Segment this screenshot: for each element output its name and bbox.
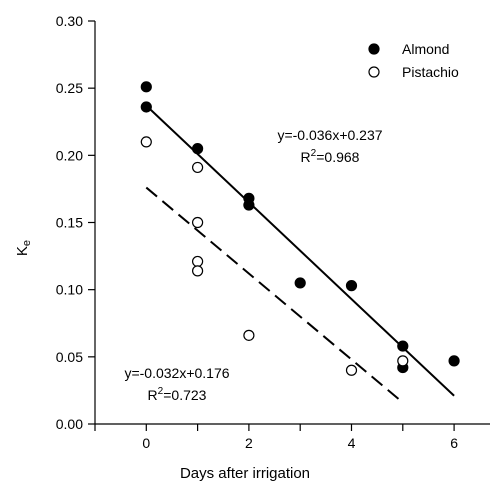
almond-point: [397, 340, 409, 352]
almond-point: [140, 81, 152, 93]
almond-point: [191, 143, 204, 155]
legend-marker-almond: [368, 43, 380, 55]
pistachio-fit-line: [145, 186, 404, 404]
y-tick-label: 0.00: [56, 416, 83, 432]
y-tick-label: 0.15: [56, 215, 83, 231]
y-axis-title-main: K: [14, 246, 31, 256]
pistachio-point: [140, 136, 152, 148]
pistachio-point: [191, 265, 204, 277]
ticks: 0.00 0.05 0.10 0.15 0.20 0.25 0.30 0 2 4 6: [56, 13, 458, 451]
y-tick-label: 0.25: [56, 80, 83, 96]
almond-point: [345, 280, 358, 292]
almond-r2-sup: 2: [311, 148, 317, 159]
pistachio-point: [191, 216, 204, 229]
pistachio-point: [191, 255, 204, 268]
pistachio-fit-r2: R2=0.723: [148, 386, 207, 403]
pistachio-r2-value: =0.723: [163, 387, 206, 403]
almond-point: [294, 277, 306, 289]
y-axis-title-sub: e: [21, 240, 33, 246]
y-tick-label: 0.30: [56, 13, 83, 29]
almond-fit-equation: y=-0.036x+0.237: [277, 127, 382, 143]
y-tick-label: 0.10: [56, 282, 83, 298]
almond-r2-value: =0.968: [316, 149, 359, 165]
almond-point: [243, 199, 255, 211]
pistachio-point: [345, 364, 358, 376]
legend-label-pistachio: Pistachio: [402, 64, 459, 80]
x-tick-label: 2: [245, 435, 253, 451]
almond-r2-prefix: R: [301, 149, 311, 165]
almond-point: [140, 101, 152, 113]
y-tick-label: 0.05: [56, 349, 83, 365]
pistachio-r2-sup: 2: [158, 386, 164, 397]
y-tick-label: 0.20: [56, 147, 83, 163]
pistachio-point: [397, 355, 409, 367]
legend-marker-pistachio: [368, 66, 380, 78]
pistachio-point: [243, 329, 255, 341]
legend-label-almond: Almond: [402, 41, 449, 57]
axes: [94, 21, 490, 425]
almond-point: [448, 355, 460, 367]
data-points: [140, 81, 460, 376]
pistachio-point: [191, 161, 204, 174]
pistachio-r2-prefix: R: [148, 387, 158, 403]
x-tick-label: 4: [348, 435, 356, 451]
x-tick-label: 0: [142, 435, 150, 451]
x-axis-title: Days after irrigation: [180, 465, 310, 482]
pistachio-fit-equation: y=-0.032x+0.176: [124, 365, 229, 381]
almond-fit-r2: R2=0.968: [301, 148, 360, 165]
legend: Almond Pistachio: [368, 41, 459, 80]
y-axis-title: Ke: [14, 240, 33, 256]
x-tick-label: 6: [450, 435, 458, 451]
